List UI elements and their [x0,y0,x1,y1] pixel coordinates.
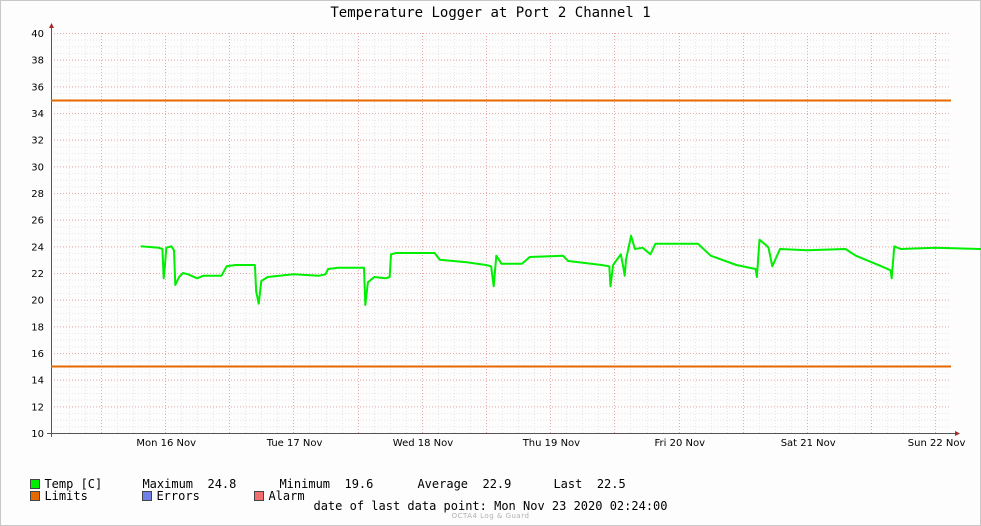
legend-temp-label: Temp [C] [44,477,103,491]
y-tick-label: 38 [31,56,44,67]
axes [47,23,960,437]
x-tick-label: Wed 18 Nov [393,438,453,449]
last-data-point: date of last data point: Mon Nov 23 2020… [313,499,668,513]
stat-average-label: Average [417,477,469,491]
x-axis-arrow [955,431,960,436]
legend-alarm-label: Alarm [268,489,305,503]
errors-swatch [142,490,153,501]
y-tick-label: 12 [31,402,44,413]
stat-average-value: 22.9 [482,477,512,491]
y-tick-label: 32 [31,136,44,147]
legend-errors-label: Errors [156,489,200,503]
x-tick-label: Sat 21 Nov [781,438,836,449]
y-tick-label: 34 [31,109,44,120]
x-tick-label: Tue 17 Nov [266,438,323,449]
stat-minimum-label: Minimum [279,477,331,491]
legend-limits-label: Limits [44,489,88,503]
y-tick-label: 18 [31,322,44,333]
stat-maximum-value: 24.8 [207,477,237,491]
y-tick-label: 36 [31,82,44,93]
stat-maximum: Maximum 24.8 [128,463,236,491]
stat-last-label: Last [553,477,583,491]
stat-maximum-label: Maximum [142,477,194,491]
limits-swatch [30,490,41,501]
stat-minimum-value: 19.6 [344,477,374,491]
x-tick-label: Sun 22 Nov [908,438,966,449]
y-tick-label: 20 [31,296,44,307]
stat-last-value: 22.5 [596,477,626,491]
temp-swatch [30,478,41,489]
y-tick-label: 16 [31,349,44,360]
alarm-swatch [254,490,265,501]
series-layer [140,234,981,306]
stat-minimum: Minimum 19.6 [265,463,373,491]
y-tick-label: 14 [31,376,44,387]
y-tick-label: 24 [31,242,44,253]
y-tick-label: 28 [31,189,44,200]
x-tick-labels: Mon 16 Nov Tue 17 Nov Wed 18 Nov Thu 19 Nov… [136,438,965,449]
legend-row-errors: Errors [128,475,200,503]
y-tick-label: 10 [31,429,44,440]
watermark: OCTA4 Log & Guard [451,512,530,520]
stat-last: Last 22.5 [539,463,626,491]
y-tick-label: 26 [31,216,44,227]
y-tick-labels: 10 12 14 16 18 20 22 24 26 28 30 32 34 36 38 40 [31,29,44,440]
legend-row-alarm: Alarm [240,475,305,503]
x-tick-label: Thu 19 Nov [522,438,580,449]
x-tick-label: Mon 16 Nov [136,438,196,449]
y-tick-label: 22 [31,269,44,280]
temp-series-line [140,234,981,306]
y-tick-label: 40 [31,29,44,40]
temperature-chart: 10 12 14 16 18 20 22 24 26 28 30 32 34 36 38 40 Mon 16 … [31,23,981,449]
chart-title: Temperature Logger at Port 2 Channel 1 [330,5,651,21]
legend-row-limits: Limits [16,475,88,503]
minor-grid [51,33,951,434]
y-axis-arrow [49,23,54,28]
x-tick-label: Fri 20 Nov [655,438,706,449]
limit-lines [51,99,951,368]
legend-row-temp: Temp [C] [16,463,102,491]
stat-average: Average 22.9 [403,463,511,491]
y-tick-label: 30 [31,162,44,173]
